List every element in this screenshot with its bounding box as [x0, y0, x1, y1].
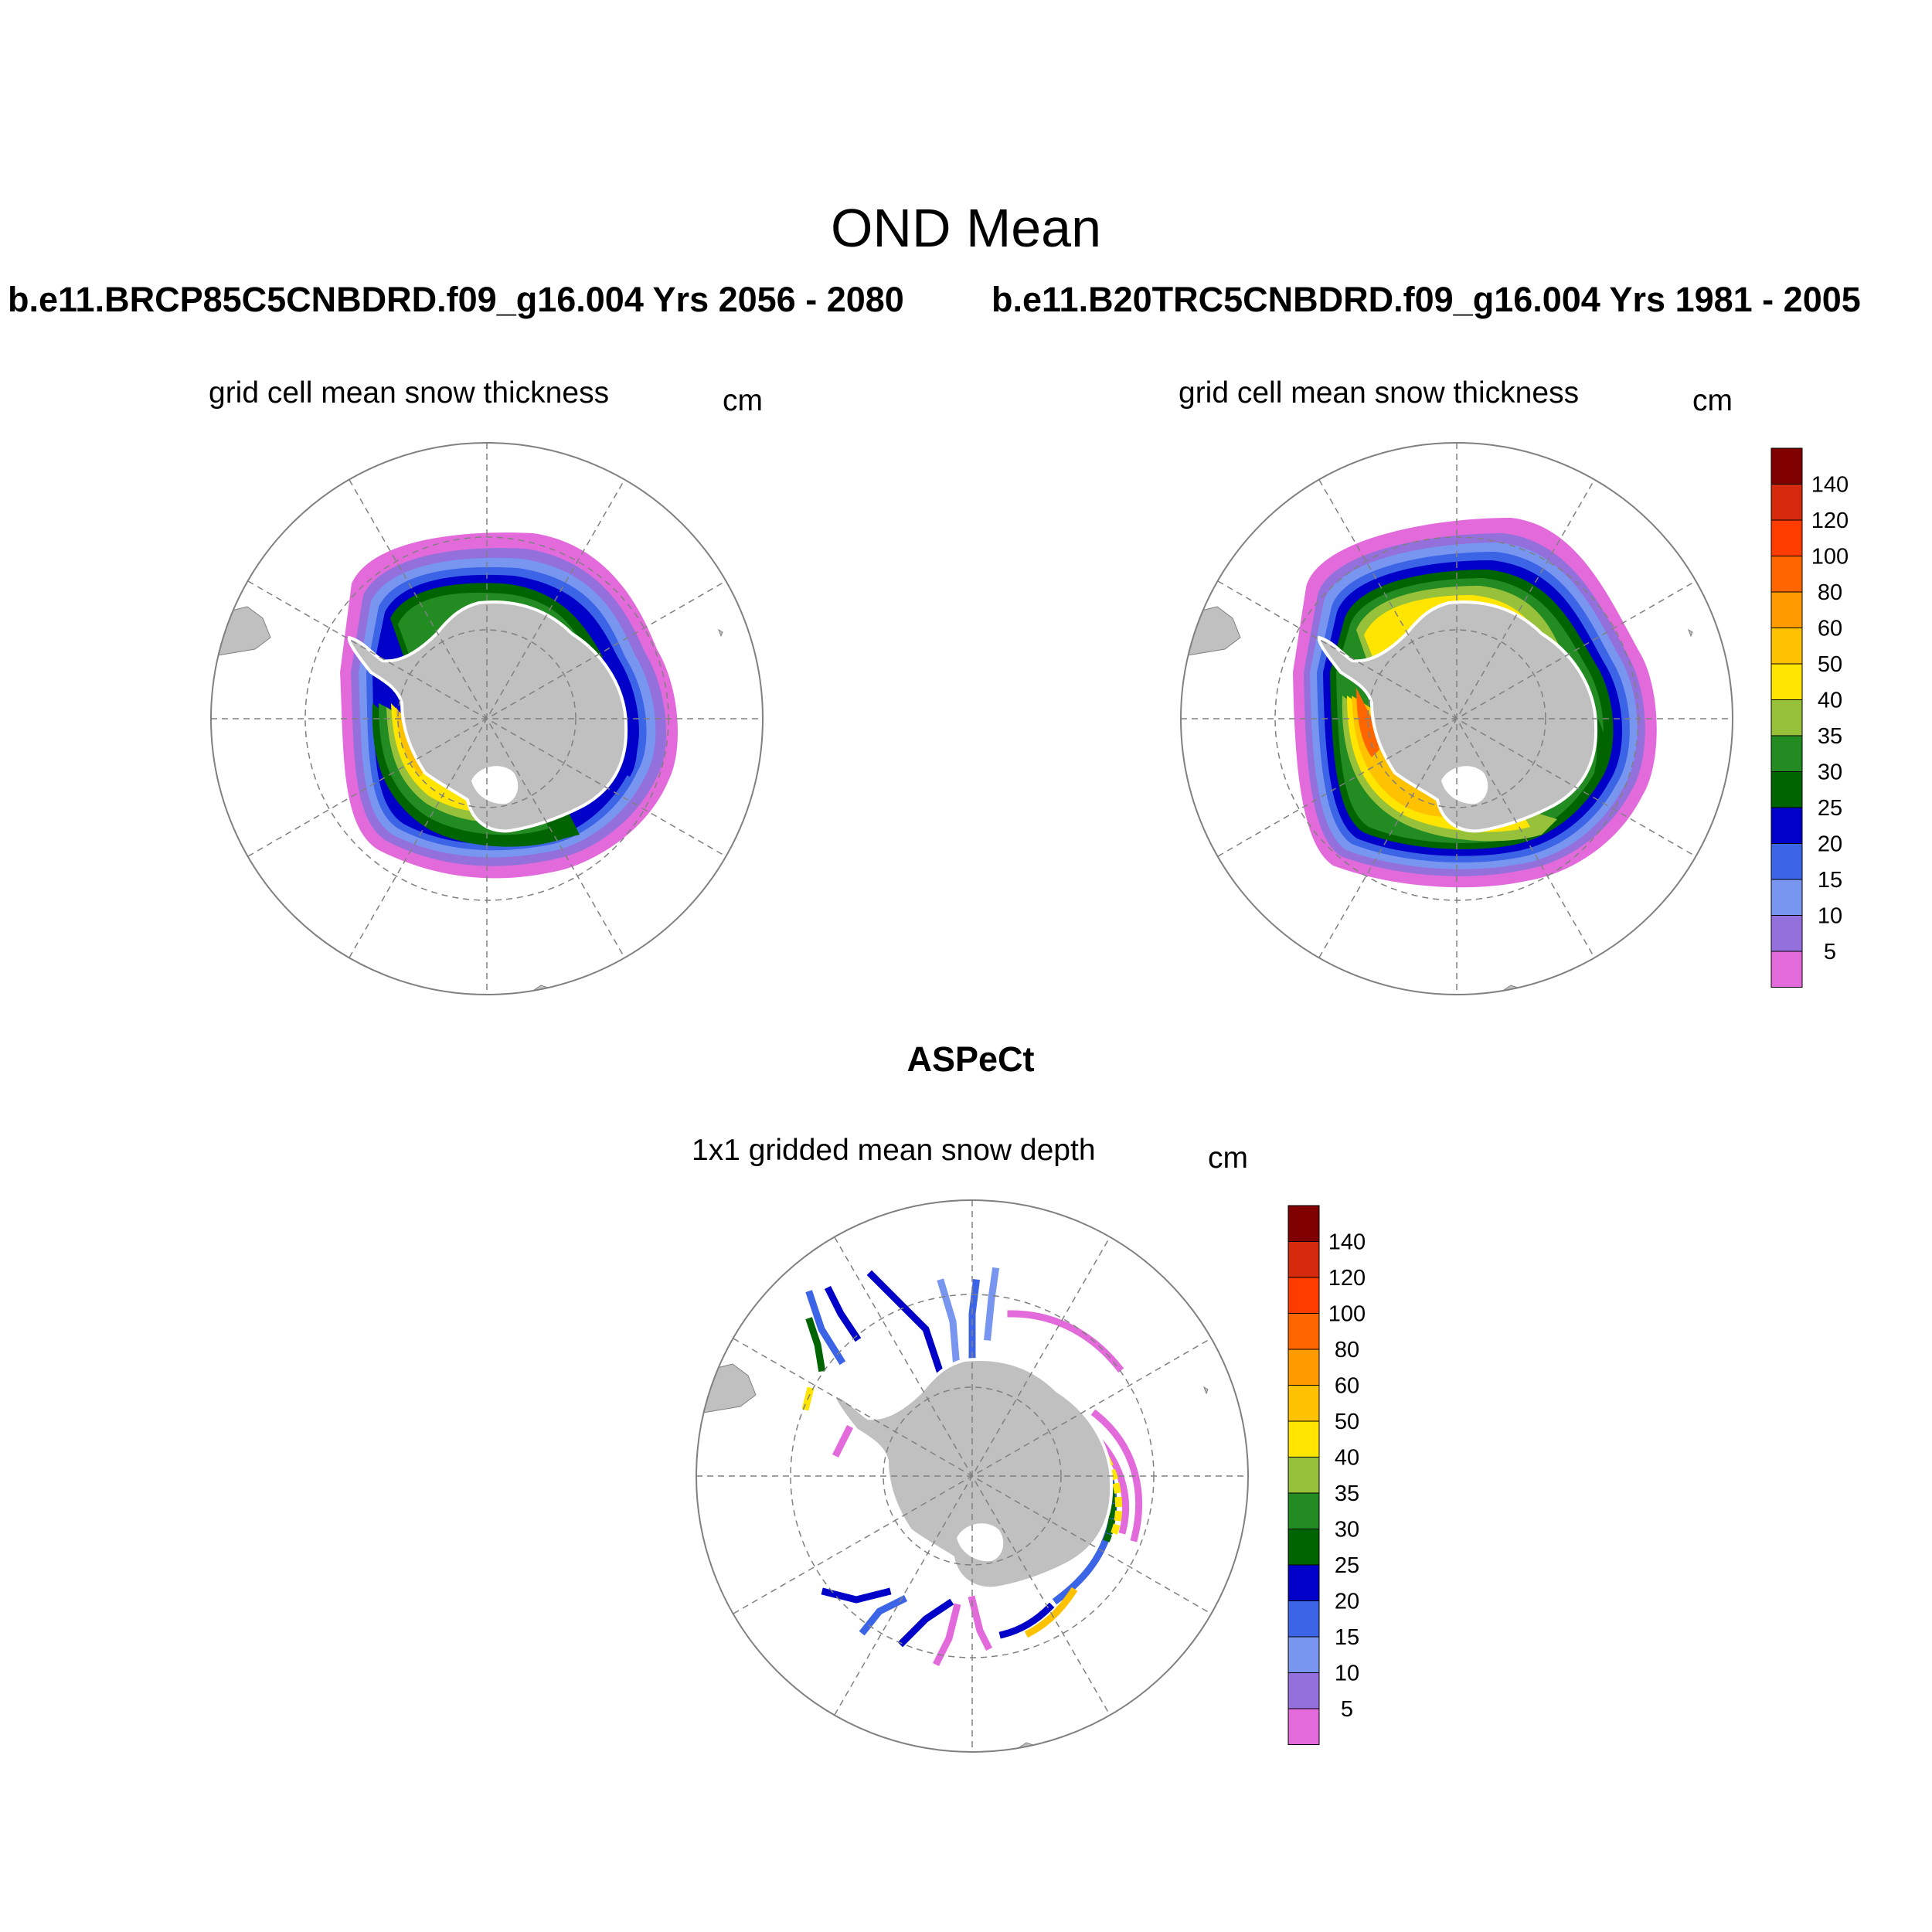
colorbar-label: 100 — [1811, 545, 1849, 570]
colorbar-swatch — [1287, 1457, 1320, 1494]
colorbar-swatch — [1770, 699, 1803, 736]
colorbar-label: 25 — [1818, 796, 1842, 821]
colorbar-swatch — [1770, 591, 1803, 628]
colorbar-label: 35 — [1818, 724, 1842, 749]
colorbar-label: 5 — [1341, 1697, 1353, 1722]
colorbar-label: 40 — [1818, 689, 1842, 713]
colorbar-swatch — [1770, 447, 1803, 485]
bottom-graticule — [696, 1200, 1248, 1752]
bottom-panel-subtitle: 1x1 gridded mean snow depth — [692, 1134, 1096, 1167]
colorbar-swatch — [1287, 1564, 1320, 1601]
left-polar-map — [210, 442, 764, 995]
colorbar-swatch — [1770, 519, 1803, 556]
right-panel-units: cm — [1692, 384, 1733, 417]
colorbar-swatch — [1287, 1529, 1320, 1566]
colorbar-swatch — [1770, 843, 1803, 880]
right-polar-map — [1180, 442, 1733, 995]
colorbar-label: 140 — [1811, 473, 1849, 498]
colorbar-swatch — [1287, 1349, 1320, 1386]
colorbar-swatch — [1287, 1672, 1320, 1709]
colorbar-label: 5 — [1824, 940, 1836, 964]
colorbar-label: 100 — [1328, 1302, 1366, 1327]
colorbar-swatch — [1770, 628, 1803, 665]
right-colorbar: 140 120 100 80 60 50 40 35 30 25 20 15 10 5 — [1770, 447, 1849, 988]
left-graticule — [211, 443, 763, 995]
left-case-title: b.e11.BRCP85C5CNBDRD.f09_g16.004 Yrs 205… — [8, 280, 904, 319]
colorbar-label: 20 — [1335, 1590, 1359, 1614]
colorbar-label: 120 — [1328, 1266, 1366, 1291]
colorbar-swatch — [1770, 735, 1803, 772]
right-panel-subtitle: grid cell mean snow thickness — [1179, 376, 1580, 410]
figure-title: OND Mean — [830, 198, 1102, 258]
colorbar-swatch — [1287, 1492, 1320, 1529]
colorbar-swatch — [1287, 1241, 1320, 1278]
colorbar-label: 120 — [1811, 509, 1849, 533]
colorbar-label: 25 — [1335, 1553, 1359, 1578]
colorbar-label: 60 — [1818, 617, 1842, 641]
colorbar-swatch — [1287, 1420, 1320, 1458]
colorbar-swatch — [1770, 915, 1803, 952]
left-panel-subtitle: grid cell mean snow thickness — [209, 376, 610, 410]
colorbar-label: 15 — [1818, 868, 1842, 893]
colorbar-label: 15 — [1335, 1625, 1359, 1650]
colorbar-label: 30 — [1335, 1518, 1359, 1543]
bottom-panel-units: cm — [1208, 1141, 1248, 1175]
left-map-border — [210, 442, 764, 995]
colorbar-swatch — [1770, 879, 1803, 916]
colorbar-label: 50 — [1335, 1410, 1359, 1434]
colorbar-label: 80 — [1818, 580, 1842, 605]
obs-title: ASPeCt — [906, 1039, 1035, 1079]
bottom-map-border — [696, 1199, 1249, 1753]
colorbar-swatch — [1770, 771, 1803, 808]
colorbar-label: 50 — [1818, 652, 1842, 677]
right-map-border — [1180, 442, 1733, 995]
colorbar-swatch — [1770, 951, 1803, 988]
colorbar-label: 35 — [1335, 1481, 1359, 1506]
colorbar-label: 60 — [1335, 1374, 1359, 1399]
colorbar-swatch — [1770, 484, 1803, 521]
colorbar-swatch — [1287, 1205, 1320, 1242]
colorbar-label: 20 — [1818, 832, 1842, 857]
colorbar-swatch — [1287, 1277, 1320, 1314]
colorbar-label: 140 — [1328, 1230, 1366, 1255]
colorbar-swatch — [1287, 1600, 1320, 1638]
right-case-title: b.e11.B20TRC5CNBDRD.f09_g16.004 Yrs 1981… — [992, 280, 1861, 319]
colorbar-label: 40 — [1335, 1446, 1359, 1471]
colorbar-label: 10 — [1818, 904, 1842, 929]
colorbar-swatch — [1770, 807, 1803, 844]
colorbar-swatch — [1287, 1708, 1320, 1745]
colorbar-swatch — [1287, 1313, 1320, 1350]
colorbar-label: 10 — [1335, 1662, 1359, 1686]
right-graticule — [1181, 443, 1733, 995]
colorbar-swatch — [1770, 663, 1803, 700]
left-panel-units: cm — [723, 384, 763, 417]
colorbar-swatch — [1287, 1385, 1320, 1422]
bottom-colorbar: 140 120 100 80 60 50 40 35 30 25 20 15 10 5 — [1287, 1205, 1366, 1745]
colorbar-label: 80 — [1335, 1338, 1359, 1362]
colorbar-label: 30 — [1818, 760, 1842, 785]
bottom-polar-map — [696, 1199, 1249, 1753]
colorbar-swatch — [1770, 556, 1803, 593]
colorbar-swatch — [1287, 1636, 1320, 1673]
